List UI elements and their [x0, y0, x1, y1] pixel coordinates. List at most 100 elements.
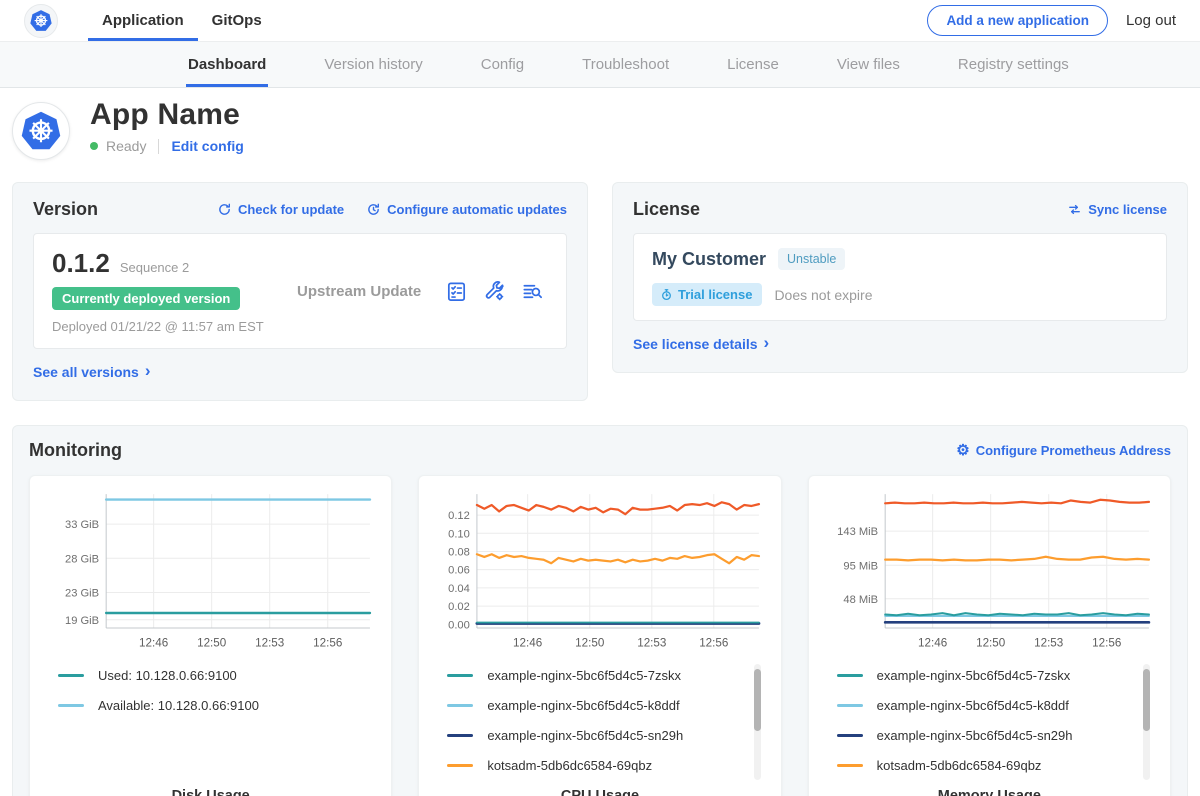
top-nav: ApplicationGitOps Add a new application …: [0, 0, 1200, 42]
config-wrench-icon[interactable]: [483, 280, 506, 303]
deployed-badge: Currently deployed version: [52, 287, 240, 310]
kubernetes-logo-icon: [24, 4, 58, 38]
app-header: App Name Ready Edit config: [0, 88, 1200, 174]
y-tick-label: 48 MiB: [843, 593, 878, 605]
chart-title: Memory Usage: [819, 788, 1160, 796]
x-tick-label: 12:56: [1092, 636, 1121, 649]
legend-label: Used: 10.128.0.66:9100: [98, 668, 237, 683]
legend-item: example-nginx-5bc6f5d4c5-sn29h: [837, 728, 1160, 743]
tab-troubleshoot[interactable]: Troubleshoot: [580, 42, 671, 87]
add-new-application-button[interactable]: Add a new application: [927, 5, 1108, 36]
chart-title: CPU Usage: [429, 788, 770, 796]
legend-swatch: [58, 704, 84, 707]
x-tick-label: 12:46: [139, 636, 168, 649]
legend-label: kotsadm-5db6dc6584-69qbz: [487, 758, 652, 773]
legend-scrollbar-thumb[interactable]: [754, 669, 761, 731]
x-tick-label: 12:53: [1034, 636, 1063, 649]
x-tick-label: 12:56: [700, 636, 729, 649]
legend-item: kotsadm-5db6dc6584-69qbz: [837, 758, 1160, 773]
channel-badge: Unstable: [778, 248, 845, 270]
chart-card-disk-usage: 19 GiB23 GiB28 GiB33 GiB12:4612:5012:531…: [29, 475, 392, 796]
gear-icon: ⚙: [956, 443, 969, 458]
series-line: [885, 499, 1149, 503]
chart-svg: 0.000.020.040.060.080.100.1212:4612:5012…: [429, 488, 770, 652]
tab-registry-settings[interactable]: Registry settings: [956, 42, 1071, 87]
configure-automatic-updates-link[interactable]: Configure automatic updates: [366, 202, 567, 217]
divider: [158, 139, 159, 154]
version-number: 0.1.2: [52, 248, 110, 279]
chart-legend: example-nginx-5bc6f5d4c5-7zskx example-ng…: [837, 662, 1160, 788]
legend-scrollbar-thumb[interactable]: [1143, 669, 1150, 731]
stopwatch-icon: [660, 288, 673, 301]
y-tick-label: 143 MiB: [837, 526, 878, 538]
summary-cards-row: Version Check for update Configure autom…: [0, 182, 1200, 401]
series-line: [477, 554, 759, 563]
logout-button[interactable]: Log out: [1126, 12, 1176, 29]
x-tick-label: 12:50: [976, 636, 1006, 649]
charts-row: 19 GiB23 GiB28 GiB33 GiB12:4612:5012:531…: [29, 475, 1171, 796]
page-title: App Name: [90, 98, 244, 132]
sync-license-link[interactable]: Sync license: [1067, 202, 1167, 217]
see-all-versions-link[interactable]: See all versions ›: [33, 363, 151, 380]
x-tick-label: 12:46: [513, 636, 542, 649]
legend-item: Used: 10.128.0.66:9100: [58, 668, 381, 683]
legend-scrollbar[interactable]: [754, 664, 761, 780]
x-tick-label: 12:50: [197, 636, 227, 649]
sequence-label: Sequence 2: [120, 260, 189, 275]
y-tick-label: 0.00: [448, 619, 470, 631]
legend-item: Available: 10.128.0.66:9100: [58, 698, 381, 713]
legend-item: example-nginx-5bc6f5d4c5-7zskx: [837, 668, 1160, 683]
chevron-right-icon: ›: [145, 362, 151, 379]
chart-legend: example-nginx-5bc6f5d4c5-7zskx example-ng…: [447, 662, 770, 788]
chart-svg: 19 GiB23 GiB28 GiB33 GiB12:4612:5012:531…: [40, 488, 381, 652]
preflight-checks-icon[interactable]: [445, 280, 468, 303]
tab-config[interactable]: Config: [479, 42, 526, 87]
legend-scrollbar[interactable]: [1143, 664, 1150, 780]
monitoring-title: Monitoring: [29, 440, 122, 461]
top-nav-actions: Add a new application Log out: [927, 0, 1176, 41]
see-license-details-link[interactable]: See license details ›: [633, 335, 769, 352]
tab-version-history[interactable]: Version history: [322, 42, 424, 87]
tab-license[interactable]: License: [725, 42, 781, 87]
legend-label: Available: 10.128.0.66:9100: [98, 698, 259, 713]
kubernetes-app-icon: [18, 108, 64, 155]
y-tick-label: 23 GiB: [65, 587, 99, 599]
license-detail-panel: My Customer Unstable Trial license Does …: [633, 233, 1167, 321]
x-tick-label: 12:53: [255, 636, 284, 649]
license-card-title: License: [633, 199, 700, 220]
legend-swatch: [837, 734, 863, 737]
view-logs-icon[interactable]: [521, 280, 544, 303]
y-tick-label: 33 GiB: [65, 519, 99, 531]
tab-view-files[interactable]: View files: [835, 42, 902, 87]
kubernetes-helm-icon: [28, 8, 54, 34]
top-tab-gitops[interactable]: GitOps: [198, 0, 276, 41]
legend-item: example-nginx-5bc6f5d4c5-7zskx: [447, 668, 770, 683]
top-tab-application[interactable]: Application: [88, 0, 198, 41]
chart-title: Disk Usage: [40, 788, 381, 796]
license-card: License Sync license My Customer Unstabl…: [612, 182, 1188, 373]
deployed-timestamp: Deployed 01/21/22 @ 11:57 am EST: [52, 319, 287, 334]
edit-config-link[interactable]: Edit config: [171, 138, 243, 154]
legend-label: example-nginx-5bc6f5d4c5-sn29h: [487, 728, 683, 743]
legend-label: example-nginx-5bc6f5d4c5-sn29h: [877, 728, 1073, 743]
legend-label: kotsadm-5db6dc6584-69qbz: [877, 758, 1042, 773]
legend-label: example-nginx-5bc6f5d4c5-7zskx: [487, 668, 681, 683]
status-dot: [90, 142, 98, 150]
legend-swatch: [58, 674, 84, 677]
legend-item: example-nginx-5bc6f5d4c5-k8ddf: [447, 698, 770, 713]
tab-dashboard[interactable]: Dashboard: [186, 42, 268, 87]
sync-arrows-icon: [1067, 202, 1082, 217]
legend-swatch: [447, 674, 473, 677]
customer-name: My Customer: [652, 249, 766, 270]
y-tick-label: 0.10: [448, 528, 470, 540]
y-tick-label: 0.04: [448, 582, 470, 594]
x-tick-label: 12:56: [313, 636, 342, 649]
legend-label: example-nginx-5bc6f5d4c5-k8ddf: [877, 698, 1069, 713]
legend-swatch: [837, 704, 863, 707]
check-for-update-link[interactable]: Check for update: [217, 202, 344, 217]
x-tick-label: 12:53: [638, 636, 667, 649]
legend-item: example-nginx-5bc6f5d4c5-sn29h: [447, 728, 770, 743]
y-tick-label: 28 GiB: [65, 553, 99, 565]
trial-license-badge: Trial license: [652, 283, 762, 306]
configure-prometheus-link[interactable]: ⚙ Configure Prometheus Address: [956, 443, 1171, 458]
